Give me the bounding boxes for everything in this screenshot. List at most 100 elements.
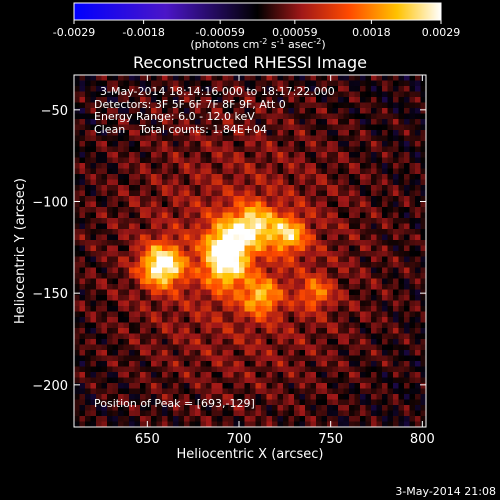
heatmap-cell bbox=[299, 350, 306, 356]
heatmap-cell bbox=[123, 218, 130, 224]
heatmap-cell bbox=[228, 75, 234, 81]
heatmap-cell bbox=[321, 207, 328, 213]
heatmap-cell bbox=[233, 317, 240, 323]
heatmap-cell bbox=[107, 113, 113, 120]
heatmap-cell bbox=[107, 300, 113, 307]
heatmap-cell bbox=[393, 388, 399, 395]
heatmap-cell bbox=[189, 416, 196, 422]
heatmap-cell bbox=[338, 421, 344, 428]
heatmap-cell bbox=[222, 218, 229, 224]
heatmap-cell bbox=[145, 317, 152, 323]
heatmap-cell bbox=[156, 91, 163, 98]
colorbar-tick-label: -0.00059 bbox=[195, 26, 244, 39]
heatmap-cell bbox=[283, 251, 289, 257]
heatmap-cell bbox=[173, 300, 179, 307]
heatmap-cell bbox=[283, 289, 289, 296]
heatmap-cell bbox=[294, 383, 300, 389]
heatmap-cell bbox=[96, 377, 102, 384]
heatmap-cell bbox=[200, 416, 207, 422]
heatmap-cell bbox=[255, 273, 262, 279]
heatmap-cell bbox=[354, 234, 361, 241]
heatmap-cell bbox=[354, 185, 361, 191]
heatmap-cell bbox=[195, 377, 201, 384]
heatmap-cell bbox=[387, 410, 394, 417]
heatmap-cell bbox=[404, 350, 410, 356]
heatmap-cell bbox=[123, 399, 130, 406]
heatmap-cell bbox=[338, 350, 344, 356]
heatmap-cell bbox=[123, 102, 130, 109]
heatmap-cell bbox=[217, 278, 223, 285]
heatmap-cell bbox=[409, 295, 416, 301]
heatmap-cell bbox=[162, 300, 168, 307]
heatmap-cell bbox=[239, 174, 245, 180]
heatmap-cell bbox=[349, 179, 355, 186]
heatmap-cell bbox=[261, 350, 267, 356]
heatmap-cell bbox=[371, 416, 377, 422]
heatmap-cell bbox=[74, 207, 80, 213]
heatmap-cell bbox=[321, 196, 328, 202]
heatmap-cell bbox=[85, 234, 91, 241]
heatmap-cell bbox=[178, 355, 185, 362]
heatmap-cell bbox=[409, 196, 416, 202]
heatmap-cell bbox=[129, 190, 135, 197]
heatmap-cell bbox=[90, 135, 97, 142]
heatmap-cell bbox=[129, 130, 135, 136]
heatmap-cell bbox=[316, 141, 322, 147]
heatmap-cell bbox=[79, 229, 86, 235]
heatmap-cell bbox=[173, 196, 179, 202]
heatmap-cell bbox=[415, 80, 421, 87]
heatmap-cell bbox=[107, 80, 113, 87]
heatmap-cell bbox=[211, 174, 218, 180]
heatmap-cell bbox=[74, 179, 80, 186]
heatmap-cell bbox=[338, 256, 344, 263]
heatmap-cell bbox=[398, 141, 405, 147]
heatmap-cell bbox=[420, 135, 427, 142]
heatmap-cell bbox=[283, 311, 289, 318]
heatmap-cell bbox=[162, 262, 168, 268]
heatmap-cell bbox=[134, 218, 141, 224]
heatmap-cell bbox=[96, 113, 102, 120]
heatmap-cell bbox=[277, 317, 284, 323]
heatmap-cell bbox=[195, 350, 201, 356]
colorbar-ticks: -0.0029 -0.0018 -0.00059 0.00059 0.0018 0.002… bbox=[53, 20, 460, 39]
heatmap-cell bbox=[327, 234, 333, 241]
heatmap-cell bbox=[288, 284, 295, 290]
heatmap-cell bbox=[376, 146, 383, 153]
heatmap-cell bbox=[206, 262, 212, 268]
heatmap-cell bbox=[294, 234, 300, 241]
heatmap-cell bbox=[409, 339, 416, 345]
heatmap-cell bbox=[162, 124, 168, 131]
heatmap-cell bbox=[129, 421, 135, 428]
heatmap-cell bbox=[376, 355, 383, 362]
heatmap-cell bbox=[167, 295, 174, 301]
heatmap-cell bbox=[305, 355, 311, 362]
heatmap-cell bbox=[244, 267, 251, 274]
heatmap-cell bbox=[189, 355, 196, 362]
heatmap-cell bbox=[107, 124, 113, 131]
heatmap-cell bbox=[244, 146, 251, 153]
heatmap-cell bbox=[255, 372, 262, 378]
heatmap-cell bbox=[107, 218, 113, 224]
heatmap-cell bbox=[167, 146, 174, 153]
heatmap-cell bbox=[200, 207, 207, 213]
heatmap-cell bbox=[327, 372, 333, 378]
heatmap-cell bbox=[244, 366, 251, 373]
heatmap-cell bbox=[332, 212, 339, 219]
heatmap-cell bbox=[145, 207, 152, 213]
heatmap-cell bbox=[387, 300, 394, 307]
heatmap-cell bbox=[211, 388, 218, 395]
heatmap-cell bbox=[79, 119, 86, 125]
heatmap-cell bbox=[200, 119, 207, 125]
heatmap-cell bbox=[239, 366, 245, 373]
heatmap-cell bbox=[129, 410, 135, 417]
heatmap-cell bbox=[233, 377, 240, 384]
heatmap-cell bbox=[266, 399, 273, 406]
heatmap-cell bbox=[266, 267, 273, 274]
heatmap-cell bbox=[200, 300, 207, 307]
heatmap-cell bbox=[85, 284, 91, 290]
heatmap-cell bbox=[338, 245, 344, 252]
heatmap-cell bbox=[140, 157, 146, 164]
heatmap-cell bbox=[277, 355, 284, 362]
heatmap-cell bbox=[415, 383, 421, 389]
heatmap-cell bbox=[217, 102, 223, 109]
